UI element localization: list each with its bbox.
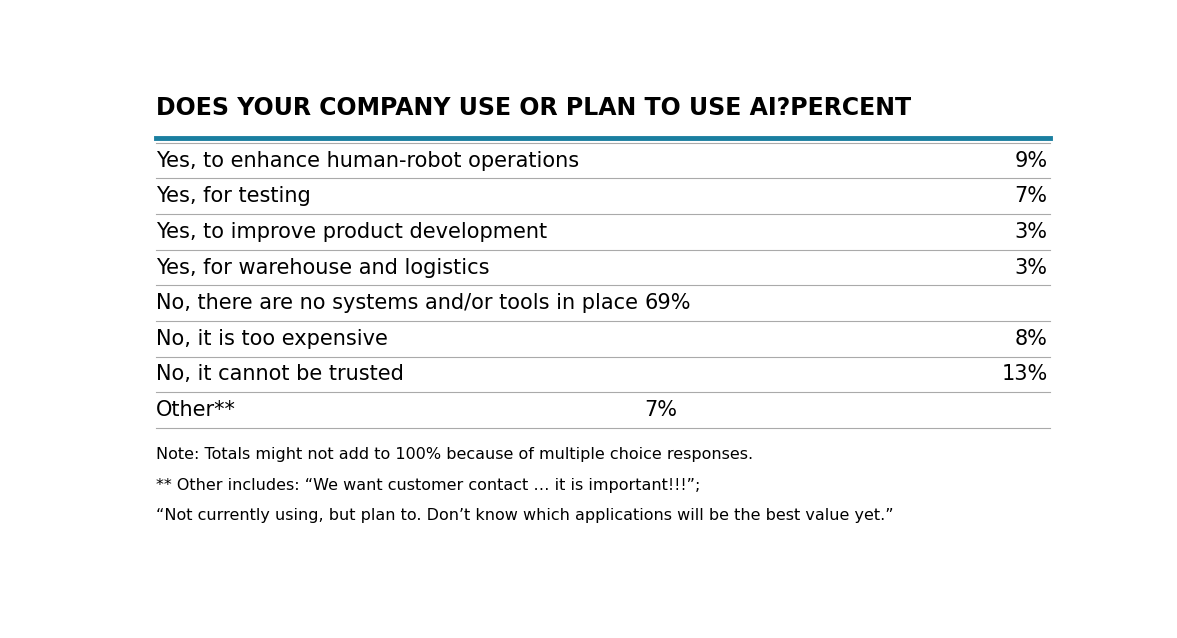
Text: 8%: 8%: [1015, 329, 1048, 349]
Text: Other**: Other**: [157, 400, 237, 420]
Text: ** Other includes: “We want customer contact … it is important!!!”;: ** Other includes: “We want customer con…: [157, 478, 700, 493]
Text: DOES YOUR COMPANY USE OR PLAN TO USE AI?PERCENT: DOES YOUR COMPANY USE OR PLAN TO USE AI?…: [157, 96, 911, 120]
Text: Yes, to enhance human-robot operations: Yes, to enhance human-robot operations: [157, 151, 579, 171]
Text: 7%: 7%: [644, 400, 677, 420]
Text: “Not currently using, but plan to. Don’t know which applications will be the bes: “Not currently using, but plan to. Don’t…: [157, 508, 893, 523]
Text: No, it is too expensive: No, it is too expensive: [157, 329, 388, 349]
Text: 3%: 3%: [1015, 258, 1048, 278]
Text: 7%: 7%: [1015, 186, 1048, 206]
Text: 9%: 9%: [1015, 151, 1048, 171]
Text: Note: Totals might not add to 100% because of multiple choice responses.: Note: Totals might not add to 100% becau…: [157, 447, 753, 463]
Text: 13%: 13%: [1002, 364, 1048, 384]
Text: Yes, for testing: Yes, for testing: [157, 186, 311, 206]
Text: Yes, for warehouse and logistics: Yes, for warehouse and logistics: [157, 258, 490, 278]
Text: 69%: 69%: [644, 293, 691, 313]
Text: No, it cannot be trusted: No, it cannot be trusted: [157, 364, 404, 384]
Text: 3%: 3%: [1015, 222, 1048, 242]
Text: Yes, to improve product development: Yes, to improve product development: [157, 222, 547, 242]
Text: No, there are no systems and/or tools in place: No, there are no systems and/or tools in…: [157, 293, 638, 313]
